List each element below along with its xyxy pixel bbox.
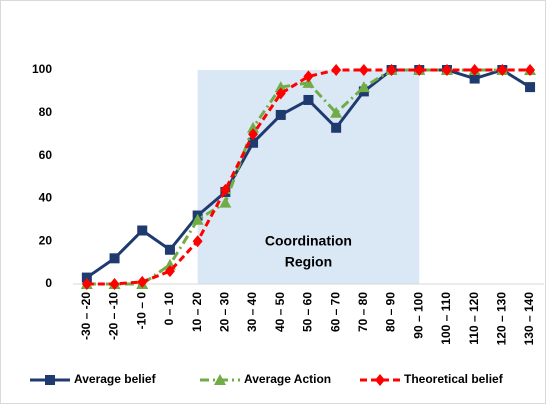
x-tick-label: 70 – 80	[356, 292, 370, 332]
series-marker	[469, 64, 480, 76]
series-marker	[275, 87, 286, 100]
y-tick-label: 60	[39, 148, 53, 162]
legend-label: Theoretical belief	[404, 372, 504, 386]
series-marker	[331, 64, 342, 76]
series-marker	[164, 265, 175, 278]
legend-label: Average belief	[74, 372, 157, 386]
x-tick-label: 0 – 10	[162, 292, 176, 326]
y-tick-label: 100	[32, 62, 52, 76]
region-label: Coordination	[265, 233, 352, 249]
series-marker	[81, 272, 92, 283]
legend-marker	[214, 374, 226, 385]
series-marker	[330, 106, 343, 118]
series-marker	[274, 81, 287, 93]
y-tick-label: 0	[45, 276, 52, 290]
x-tick-label: -30 – -20	[79, 292, 93, 340]
series-marker	[525, 82, 536, 93]
x-tick-label: 10 – 20	[190, 292, 204, 332]
x-tick-label: 120 – 130	[495, 292, 509, 346]
series-marker	[192, 235, 203, 248]
x-tick-label: 60 – 70	[328, 292, 342, 332]
series-marker	[220, 183, 231, 196]
y-tick-label: 80	[39, 105, 53, 119]
x-tick-label: 90 – 100	[411, 292, 425, 339]
x-tick-label: 40 – 50	[273, 292, 287, 332]
y-tick-label: 40	[39, 191, 53, 205]
series-marker	[191, 213, 204, 225]
series-marker	[358, 64, 369, 76]
series-marker	[247, 121, 260, 133]
x-tick-label: 130 – 140	[522, 292, 536, 346]
series-marker	[386, 64, 397, 76]
series-marker	[137, 225, 148, 236]
y-tick-label: 20	[39, 233, 53, 247]
series-marker	[275, 109, 286, 120]
series-marker	[109, 278, 120, 290]
x-tick-label: 20 – 30	[218, 292, 232, 332]
x-tick-label: -20 – -10	[107, 292, 121, 340]
series-marker	[303, 94, 314, 105]
series-marker	[441, 64, 452, 76]
series-marker	[525, 64, 536, 76]
x-tick-label: 50 – 60	[301, 292, 315, 332]
series-marker	[497, 64, 508, 76]
x-tick-label: 30 – 40	[245, 292, 259, 332]
series-line	[86, 68, 531, 286]
series-marker	[164, 244, 175, 255]
series-marker	[357, 81, 370, 93]
series-marker	[414, 64, 425, 76]
x-tick-label: 110 – 120	[467, 292, 481, 345]
legend-marker	[45, 375, 55, 385]
series-marker	[248, 128, 259, 141]
x-tick-label: 100 – 110	[439, 292, 453, 345]
series-marker	[109, 253, 120, 264]
legend-label: Average Action	[244, 372, 331, 386]
series-marker	[469, 73, 480, 84]
series-marker	[303, 70, 314, 83]
x-tick-label: 80 – 90	[384, 292, 398, 332]
x-tick-label: -10 – 0	[134, 292, 148, 330]
region-label: Region	[285, 254, 332, 270]
series-marker	[219, 196, 232, 208]
series-marker	[331, 122, 342, 133]
series-marker	[81, 278, 92, 290]
series-marker	[137, 275, 148, 288]
series-marker	[248, 137, 259, 148]
legend-marker	[375, 374, 385, 386]
